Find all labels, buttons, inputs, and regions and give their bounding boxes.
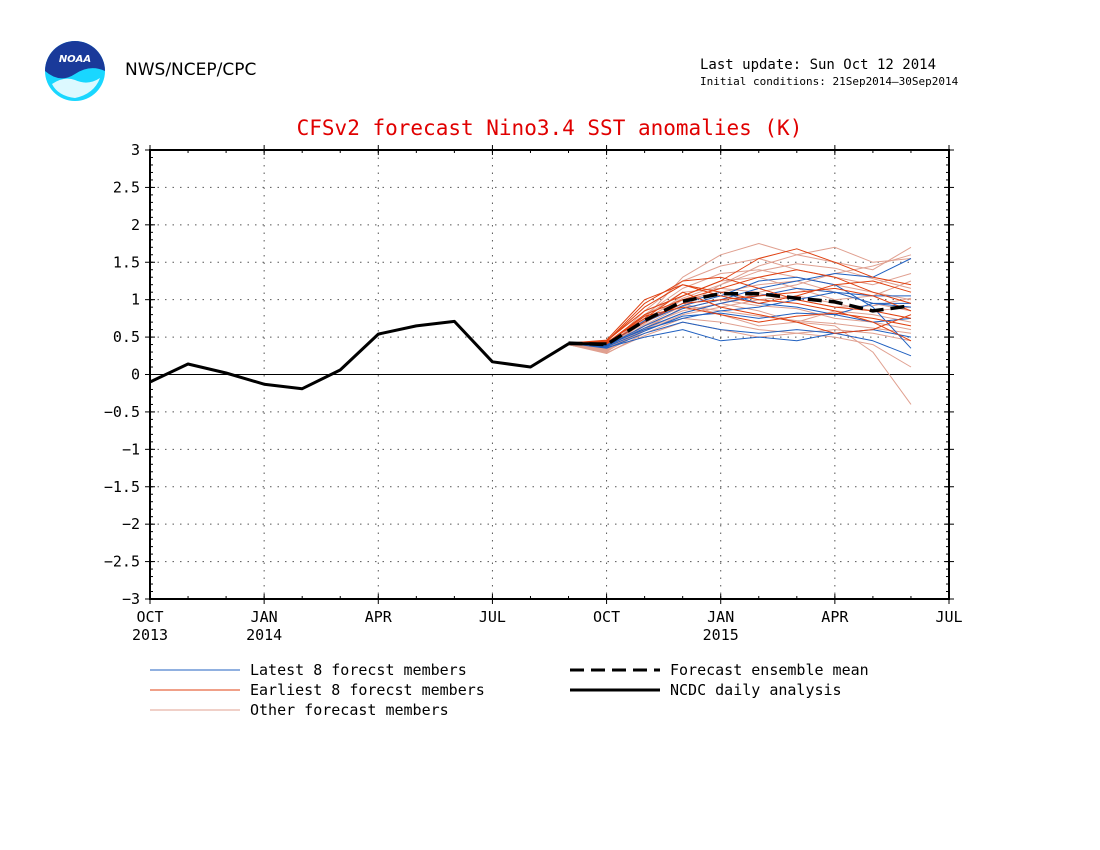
x-tick-label: JUL (479, 608, 506, 626)
earliest-member-line (568, 284, 912, 344)
other-member-line (568, 263, 912, 350)
analysis-line (149, 319, 607, 391)
y-tick-label: 1 (131, 291, 140, 309)
latest-member-line (568, 291, 911, 346)
legend-label-mean: Forecast ensemble mean (670, 661, 869, 679)
svg-text:NOAA: NOAA (59, 54, 91, 65)
x-tick-label: JAN (707, 608, 734, 626)
y-tick-label: −0.5 (104, 403, 140, 421)
latest-member-line (568, 321, 912, 357)
x-tick-label: JUL (935, 608, 962, 626)
agency-label: NWS/NCEP/CPC (125, 60, 257, 80)
y-tick-label: −1.5 (104, 478, 140, 496)
earliest-member-line (568, 276, 912, 344)
y-tick-label: 2 (131, 216, 140, 234)
x-tick-year-label: 2015 (703, 626, 739, 644)
x-tick-label: APR (821, 608, 849, 626)
latest-member-line (568, 258, 912, 347)
ensemble-mean-line (568, 291, 912, 347)
x-tick-label: APR (365, 608, 393, 626)
x-tick-label: OCT (136, 608, 163, 626)
y-tick-label: 1.5 (113, 253, 140, 271)
legend-label-other: Other forecast members (250, 701, 449, 719)
last-update-text: Last update: Sun Oct 12 2014 (700, 57, 937, 73)
legend-label-earliest: Earliest 8 forecst members (250, 681, 485, 699)
other-member-line (568, 317, 912, 368)
earliest-member-line (568, 280, 912, 344)
y-tick-label: 3 (131, 141, 140, 159)
initial-conditions-text: Initial conditions: 21Sep2014–30Sep2014 (700, 75, 959, 88)
chart-title: CFSv2 forecast Nino3.4 SST anomalies (K) (297, 116, 803, 140)
legend-label-analysis: NCDC daily analysis (670, 681, 842, 699)
earliest-member-line (568, 248, 912, 344)
x-tick-year-label: 2014 (246, 626, 282, 644)
noaa-logo: NOAA (44, 40, 106, 102)
x-tick-label: JAN (251, 608, 278, 626)
y-tick-label: 2.5 (113, 178, 140, 196)
legend-label-latest: Latest 8 forecst members (250, 661, 467, 679)
x-tick-year-label: 2013 (132, 626, 168, 644)
other-member-line (568, 269, 912, 349)
y-tick-label: −3 (122, 590, 140, 608)
y-tick-label: −2 (122, 515, 140, 533)
plot-frame (149, 149, 950, 600)
earliest-member-line (568, 306, 912, 344)
y-tick-label: −1 (122, 440, 140, 458)
earliest-member-line (568, 291, 912, 344)
y-tick-label: 0.5 (113, 328, 140, 346)
y-tick-label: −2.5 (104, 553, 140, 571)
y-tick-label: 0 (131, 366, 140, 384)
x-tick-label: OCT (593, 608, 620, 626)
earliest-member-line (568, 287, 912, 345)
